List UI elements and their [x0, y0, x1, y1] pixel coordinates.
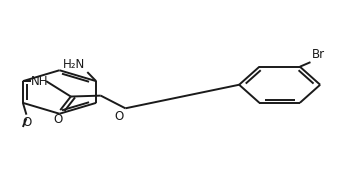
Text: O: O [54, 113, 63, 126]
Text: Br: Br [312, 48, 324, 61]
Text: O: O [22, 116, 32, 130]
Text: H₂N: H₂N [63, 58, 86, 71]
Text: O: O [114, 110, 124, 123]
Text: NH: NH [31, 75, 49, 88]
